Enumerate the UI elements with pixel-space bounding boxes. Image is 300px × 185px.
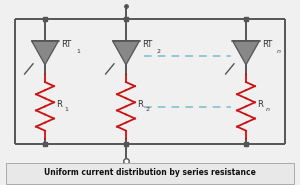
- Text: R: R: [257, 100, 263, 109]
- Text: 1: 1: [76, 49, 80, 54]
- FancyBboxPatch shape: [6, 163, 294, 184]
- Text: R: R: [56, 100, 62, 109]
- Text: 1: 1: [65, 107, 69, 112]
- Text: RT: RT: [61, 40, 72, 49]
- Text: RT: RT: [262, 40, 273, 49]
- Polygon shape: [112, 41, 140, 65]
- Text: 2: 2: [146, 107, 150, 112]
- Text: RT: RT: [142, 40, 153, 49]
- Text: 2: 2: [157, 49, 161, 54]
- Text: n: n: [266, 107, 270, 112]
- Text: n: n: [277, 49, 281, 54]
- Polygon shape: [32, 41, 58, 65]
- Text: R: R: [137, 100, 143, 109]
- Polygon shape: [232, 41, 260, 65]
- Text: Uniform current distribution by series resistance: Uniform current distribution by series r…: [44, 169, 256, 177]
